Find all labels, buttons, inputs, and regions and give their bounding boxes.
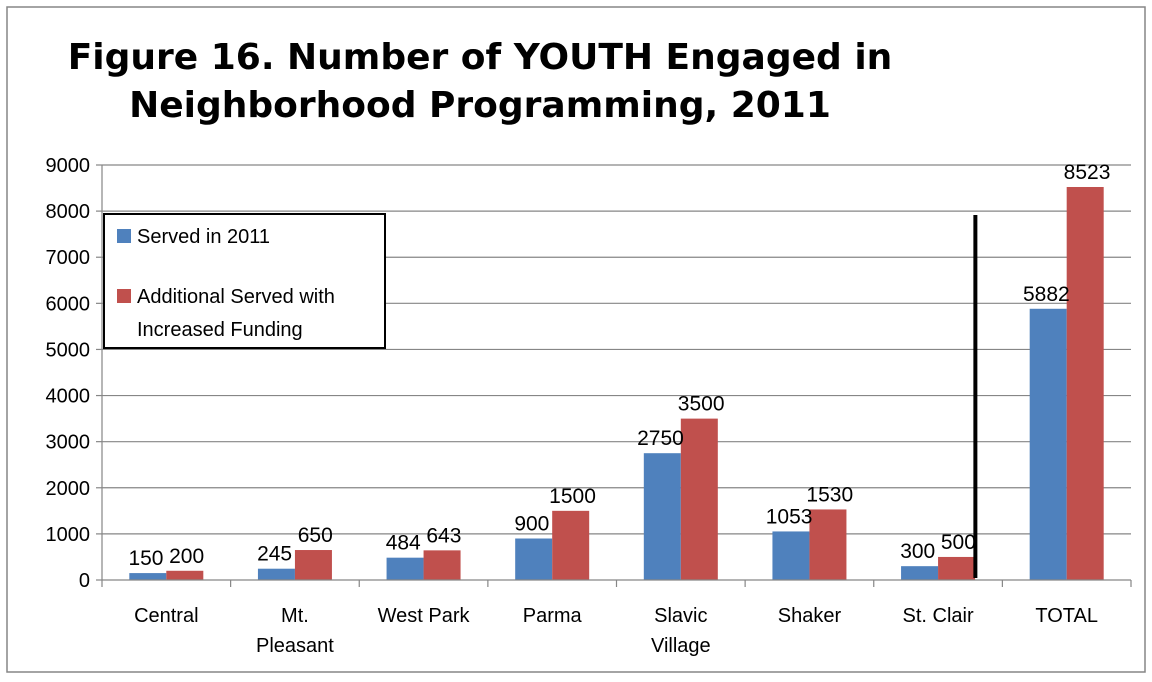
legend-label-series-1: Served in 2011 bbox=[137, 226, 270, 248]
legend-label-series-2: Additional Served with bbox=[137, 286, 335, 308]
data-label: 1053 bbox=[766, 505, 813, 528]
y-tick-label: 4000 bbox=[46, 386, 91, 408]
x-axis-ticks: Central Mt. Pleasant West Park Parma Slavic Vi… bbox=[101, 580, 1132, 657]
legend-label-series-2: Increased Funding bbox=[137, 319, 303, 341]
y-axis-ticks: 0 1000 2000 3000 4000 5000 6000 7000 8000 9000 bbox=[46, 155, 102, 592]
bar-series-1-cat-7 bbox=[901, 566, 939, 580]
legend-swatch-series-1 bbox=[117, 229, 131, 243]
y-tick-label: 5000 bbox=[46, 339, 91, 361]
bar-series-2-cat-5 bbox=[680, 418, 718, 580]
axes bbox=[101, 165, 1131, 581]
bars bbox=[129, 186, 1104, 580]
data-label: 650 bbox=[298, 524, 333, 547]
bar-series-1-cat-8 bbox=[1029, 308, 1067, 580]
data-label: 1530 bbox=[806, 483, 853, 506]
y-tick-label: 9000 bbox=[46, 155, 91, 177]
data-labels: 150 245 484 900 2750 1053 300 5882 200 650 643 1500… bbox=[128, 161, 1110, 570]
x-tick-label: TOTAL bbox=[1035, 605, 1098, 627]
data-label: 643 bbox=[426, 524, 461, 547]
y-tick-label: 1000 bbox=[46, 524, 91, 546]
data-label: 2750 bbox=[637, 427, 684, 450]
data-label: 900 bbox=[514, 513, 549, 536]
bar-series-1-cat-4 bbox=[515, 538, 553, 580]
x-tick-label: Shaker bbox=[778, 605, 842, 627]
bar-series-1-cat-2 bbox=[257, 568, 295, 580]
bar-series-1-cat-1 bbox=[129, 573, 167, 580]
x-tick-label: Village bbox=[651, 635, 711, 657]
bar-series-2-cat-6 bbox=[809, 509, 847, 580]
bar-series-1-cat-6 bbox=[772, 531, 810, 580]
data-label: 150 bbox=[128, 547, 163, 570]
legend: Served in 2011 Additional Served with Incr… bbox=[103, 213, 386, 349]
y-tick-label: 7000 bbox=[46, 247, 91, 269]
data-label: 500 bbox=[941, 531, 976, 554]
x-tick-label: Pleasant bbox=[256, 635, 334, 657]
bar-series-2-cat-7 bbox=[938, 556, 976, 580]
y-tick-label: 6000 bbox=[46, 293, 91, 315]
data-label: 300 bbox=[900, 540, 935, 563]
x-tick-label: Slavic bbox=[654, 605, 707, 627]
bar-series-2-cat-8 bbox=[1066, 186, 1104, 580]
data-label: 484 bbox=[386, 532, 421, 555]
y-tick-label: 3000 bbox=[46, 432, 91, 454]
y-tick-label: 0 bbox=[79, 570, 90, 592]
x-tick-label: Central bbox=[134, 605, 198, 627]
data-label: 245 bbox=[257, 543, 292, 566]
bar-series-2-cat-3 bbox=[423, 550, 461, 580]
legend-swatch-series-2 bbox=[117, 289, 131, 303]
bar-series-2-cat-4 bbox=[552, 510, 590, 580]
chart-title-line: Neighborhood Programming, 2011 bbox=[129, 85, 831, 126]
x-tick-label: Parma bbox=[523, 605, 583, 627]
bar-series-2-cat-1 bbox=[166, 570, 204, 580]
chart-title-line: Figure 16. Number of YOUTH Engaged in bbox=[68, 37, 893, 78]
y-tick-label: 8000 bbox=[46, 201, 91, 223]
x-tick-label: Mt. bbox=[281, 605, 309, 627]
x-tick-label: West Park bbox=[378, 605, 471, 627]
data-label: 3500 bbox=[678, 393, 725, 416]
bar-series-2-cat-2 bbox=[294, 550, 332, 580]
data-label: 8523 bbox=[1064, 161, 1111, 184]
y-tick-label: 2000 bbox=[46, 478, 91, 500]
bar-series-1-cat-5 bbox=[643, 453, 681, 580]
chart-title: Figure 16. Number of YOUTH Engaged in Nei… bbox=[68, 37, 893, 126]
data-label: 1500 bbox=[549, 485, 596, 508]
legend-box bbox=[103, 213, 386, 349]
bar-series-1-cat-3 bbox=[386, 557, 424, 580]
data-label: 200 bbox=[169, 545, 204, 568]
x-tick-label: St. Clair bbox=[903, 605, 974, 627]
data-label: 5882 bbox=[1023, 283, 1070, 306]
